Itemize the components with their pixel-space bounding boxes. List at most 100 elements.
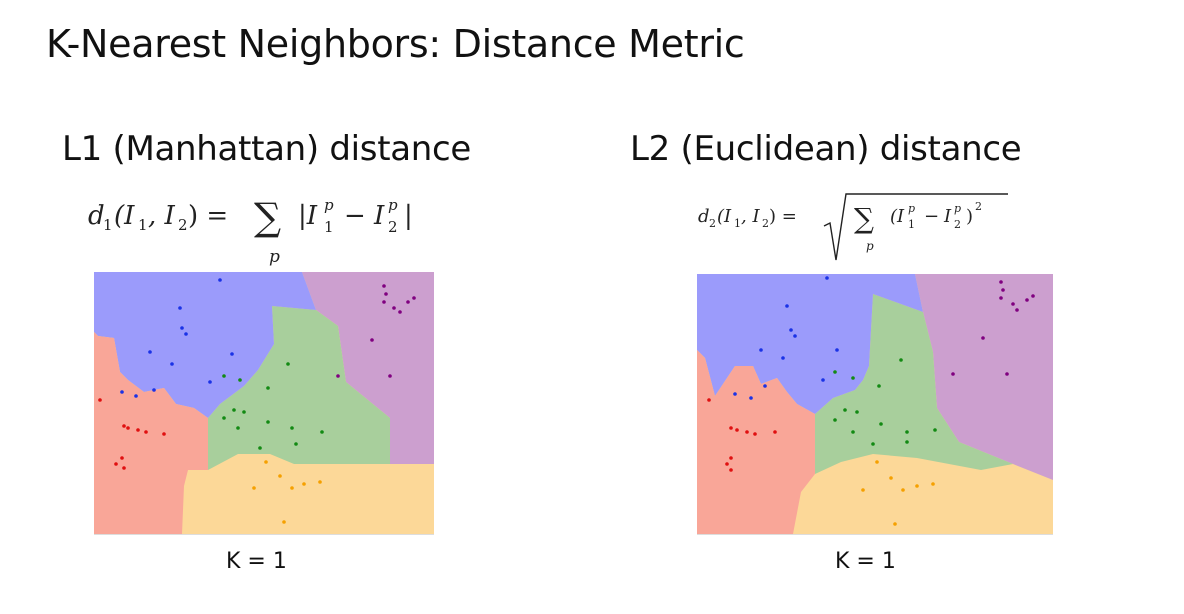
l2-b: I xyxy=(943,206,952,227)
l1-body-b: I xyxy=(373,201,385,231)
l2-power: 2 xyxy=(975,200,982,213)
l1-region-red xyxy=(94,332,208,534)
l2-orange-point xyxy=(931,482,935,486)
l1-args-sub2: 2 xyxy=(178,216,188,234)
l2-orange-point xyxy=(893,522,897,526)
l1-blue-point xyxy=(208,380,212,384)
l2-purple-point xyxy=(1011,302,1015,306)
l1-orange-point xyxy=(302,482,306,486)
l1-green-point xyxy=(242,410,246,414)
l1-green-point xyxy=(266,420,270,424)
l2-orange-point xyxy=(875,460,879,464)
l1-green-point xyxy=(222,374,226,378)
l1-red-point xyxy=(136,428,140,432)
l1-region-green xyxy=(208,306,390,470)
l1-blue-point xyxy=(178,306,182,310)
l2-lhs-sub: 2 xyxy=(709,217,716,230)
l2-sum-sign: ∑ xyxy=(854,202,874,235)
l1-body-a-sup: p xyxy=(324,196,334,214)
l2-green-point xyxy=(905,440,909,444)
l1-red-point xyxy=(144,430,148,434)
l2-green-point xyxy=(899,358,903,362)
l2-purple-point xyxy=(1025,298,1029,302)
l1-red-point xyxy=(114,462,118,466)
l2-args: (I xyxy=(717,206,732,227)
l2-blue-point xyxy=(763,384,767,388)
l2-green-point xyxy=(851,376,855,380)
l1-args: (I xyxy=(114,201,135,231)
l1-heading: L1 (Manhattan) distance xyxy=(62,129,472,169)
l2-orange-point xyxy=(915,484,919,488)
l2-blue-point xyxy=(793,334,797,338)
l1-purple-point xyxy=(412,296,416,300)
l1-purple-point xyxy=(370,338,374,342)
l2-green-point xyxy=(933,428,937,432)
l2-args-mid: , I xyxy=(741,206,760,227)
l2-blue-point xyxy=(825,276,829,280)
l1-sum-index: p xyxy=(269,247,280,267)
l1-red-point xyxy=(126,426,130,430)
l2-blue-point xyxy=(759,348,763,352)
l1-green-point xyxy=(258,446,262,450)
l2-orange-point xyxy=(901,488,905,492)
slide-title: K-Nearest Neighbors: Distance Metric xyxy=(46,22,745,66)
l2-orange-point xyxy=(861,488,865,492)
l2-red-point xyxy=(735,428,739,432)
l1-blue-point xyxy=(184,332,188,336)
l2-purple-point xyxy=(951,372,955,376)
l1-args-end: ) = xyxy=(188,201,228,231)
l1-orange-point xyxy=(278,474,282,478)
l2-red-point xyxy=(725,462,729,466)
l2-purple-point xyxy=(1031,294,1035,298)
l1-k-label: K = 1 xyxy=(226,549,287,574)
l2-close: ) xyxy=(966,206,973,227)
l2-blue-point xyxy=(821,378,825,382)
l2-a-sub: 1 xyxy=(908,218,915,231)
l2-purple-point xyxy=(999,280,1003,284)
l2-green-point xyxy=(879,422,883,426)
l1-region-blue xyxy=(94,272,316,418)
l2-blue-point xyxy=(749,396,753,400)
l1-red-point xyxy=(120,456,124,460)
l1-body-b-sub: 2 xyxy=(388,218,398,236)
l1-decision-boundary-plot xyxy=(94,272,434,535)
l2-green-point xyxy=(905,430,909,434)
l2-open: (I xyxy=(890,206,905,227)
l2-args-end: ) = xyxy=(769,206,797,227)
l1-args-sub1: 1 xyxy=(138,216,148,234)
l2-green-point xyxy=(833,370,837,374)
l1-blue-point xyxy=(180,326,184,330)
l1-purple-point xyxy=(336,374,340,378)
l2-k-label: K = 1 xyxy=(835,549,896,574)
l1-args-mid: , I xyxy=(148,201,176,231)
l1-green-point xyxy=(290,426,294,430)
l2-blue-point xyxy=(835,348,839,352)
l1-blue-point xyxy=(134,394,138,398)
l1-orange-point xyxy=(290,486,294,490)
l1-red-point xyxy=(122,424,126,428)
l1-green-point xyxy=(232,408,236,412)
l2-region-green xyxy=(815,294,1013,474)
l2-red-point xyxy=(707,398,711,402)
l1-blue-point xyxy=(120,390,124,394)
l2-sum-index: p xyxy=(866,239,874,253)
l1-green-point xyxy=(286,362,290,366)
l2-blue-point xyxy=(733,392,737,396)
l2-green-point xyxy=(855,410,859,414)
l2-blue-point xyxy=(789,328,793,332)
l2-lhs: d xyxy=(698,206,710,227)
l2-purple-point xyxy=(1015,308,1019,312)
l1-orange-point xyxy=(318,480,322,484)
l1-green-point xyxy=(236,426,240,430)
l2-region-blue xyxy=(697,274,923,414)
l2-green-point xyxy=(843,408,847,412)
l1-body-end: | xyxy=(404,201,413,231)
l1-purple-point xyxy=(398,310,402,314)
l1-blue-point xyxy=(218,278,222,282)
l2-region-purple xyxy=(915,274,1053,480)
l2-red-point xyxy=(729,426,733,430)
l1-green-point xyxy=(266,386,270,390)
l1-red-point xyxy=(122,466,126,470)
l1-red-point xyxy=(98,398,102,402)
l1-purple-point xyxy=(382,300,386,304)
